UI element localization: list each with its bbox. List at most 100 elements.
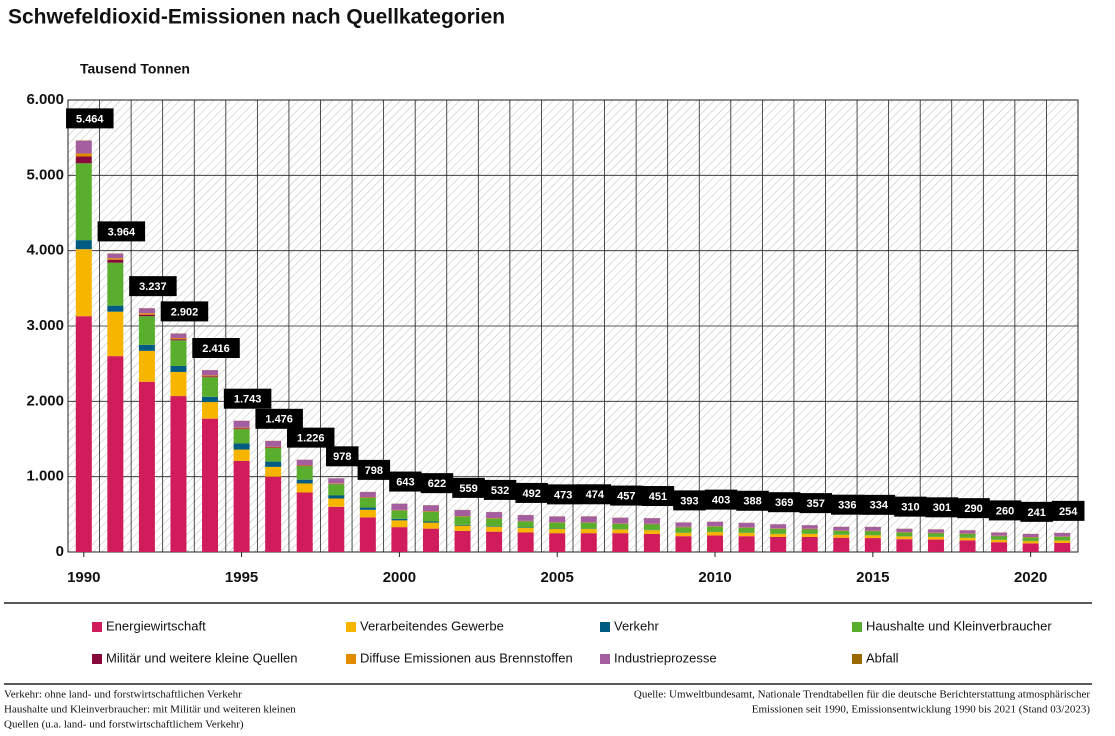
total-label-box bbox=[66, 108, 114, 129]
bar-segment bbox=[454, 510, 471, 516]
total-label: 473 bbox=[554, 489, 572, 501]
total-label: 301 bbox=[933, 502, 951, 514]
legend-label: Energiewirtschaft bbox=[106, 618, 206, 633]
bar-segment bbox=[675, 532, 692, 537]
bar-segment bbox=[486, 526, 503, 532]
total-label-box bbox=[988, 500, 1022, 521]
bar-segment bbox=[486, 531, 503, 552]
bar-segment bbox=[927, 529, 944, 533]
x-tick-label: 1990 bbox=[67, 569, 100, 586]
bar-segment bbox=[1054, 542, 1071, 552]
total-label: 451 bbox=[649, 491, 667, 503]
legend-label: Haushalte und Kleinverbraucher bbox=[866, 618, 1052, 633]
bar-segment bbox=[422, 521, 439, 523]
bar-segment bbox=[927, 533, 944, 537]
bar-segment bbox=[675, 527, 692, 533]
bar-segment bbox=[707, 521, 724, 527]
total-label: 357 bbox=[807, 498, 825, 510]
bar-segment bbox=[328, 498, 345, 507]
bar-segment bbox=[170, 339, 187, 341]
total-label-box bbox=[641, 486, 675, 507]
total-label-box bbox=[223, 388, 272, 409]
bar-segment bbox=[107, 311, 124, 357]
bar-segment bbox=[643, 533, 660, 552]
bar-segment bbox=[296, 479, 313, 484]
bar-segment bbox=[486, 512, 503, 519]
total-label: 532 bbox=[491, 485, 509, 497]
total-label-box bbox=[767, 492, 801, 513]
total-label: 2.902 bbox=[171, 306, 199, 318]
total-label-box bbox=[192, 337, 240, 358]
bar-segment bbox=[202, 375, 219, 377]
total-label: 260 bbox=[996, 505, 1014, 517]
legend-label: Militär und weitere kleine Quellen bbox=[106, 650, 297, 665]
bar-segment bbox=[233, 460, 250, 552]
bar-segment bbox=[75, 156, 92, 164]
bar-segment bbox=[233, 443, 250, 450]
total-label: 290 bbox=[964, 503, 982, 515]
x-tick-label: 2015 bbox=[856, 569, 889, 586]
bar-segment bbox=[422, 522, 439, 529]
bar-segment bbox=[738, 527, 755, 533]
bar-segment bbox=[138, 316, 155, 345]
legend-swatch bbox=[600, 654, 610, 664]
total-label: 474 bbox=[586, 489, 605, 501]
bar-segment bbox=[202, 418, 219, 552]
total-label-box bbox=[894, 496, 927, 517]
total-label-box bbox=[160, 301, 209, 322]
bar-segment bbox=[296, 465, 313, 466]
bar-segment bbox=[170, 396, 187, 552]
bar-segment bbox=[296, 459, 313, 466]
bar-segment bbox=[202, 376, 219, 378]
bar-segment bbox=[328, 478, 345, 484]
bar-segment bbox=[517, 521, 534, 528]
bar-segment bbox=[328, 484, 345, 496]
bar-segment bbox=[170, 340, 187, 366]
total-label: 254 bbox=[1059, 506, 1078, 518]
bar-segment bbox=[107, 258, 124, 260]
y-axis-label: Tausend Tonnen bbox=[80, 61, 190, 77]
bar-segment bbox=[833, 526, 850, 531]
bar-segment bbox=[675, 536, 692, 552]
bar-segment bbox=[770, 528, 787, 534]
bar-segment bbox=[707, 532, 724, 536]
total-label-box bbox=[420, 473, 454, 494]
bar-segment bbox=[359, 509, 376, 518]
bar-segment bbox=[549, 533, 566, 552]
bar-segment bbox=[422, 505, 439, 512]
bar-segment bbox=[265, 448, 282, 462]
bar-segment bbox=[138, 381, 155, 552]
bar-segment bbox=[170, 338, 187, 340]
total-label-box bbox=[1020, 501, 1053, 522]
bar-segment bbox=[422, 528, 439, 552]
bar-segment bbox=[675, 522, 692, 527]
bar-segment bbox=[75, 153, 92, 157]
bar-segment bbox=[170, 371, 187, 397]
bar-segment bbox=[927, 536, 944, 540]
bar-segment bbox=[612, 517, 629, 524]
bar-segment bbox=[1022, 541, 1039, 544]
footnote: Quellen (u.a. land- und forstwirtschaftl… bbox=[4, 719, 244, 731]
bar-segment bbox=[770, 524, 787, 529]
bar-segment bbox=[612, 523, 629, 530]
bar-segment bbox=[549, 522, 566, 529]
bar-segment bbox=[517, 515, 534, 521]
legend-swatch bbox=[852, 654, 862, 664]
bar-segment bbox=[549, 529, 566, 534]
bar-segment bbox=[833, 537, 850, 552]
total-label-box bbox=[1051, 500, 1085, 521]
bar-segment bbox=[296, 483, 313, 493]
source: Emissionen seit 1990, Emissionsentwicklu… bbox=[752, 704, 1091, 716]
total-label-box bbox=[97, 221, 146, 242]
total-label: 1.476 bbox=[265, 414, 293, 426]
total-label-box bbox=[286, 427, 335, 448]
total-label-box bbox=[736, 490, 769, 511]
bar-segment bbox=[170, 333, 187, 339]
total-label-box bbox=[799, 493, 832, 514]
bar-segment bbox=[517, 527, 534, 533]
bar-segment bbox=[864, 538, 881, 552]
bar-segment bbox=[359, 492, 376, 498]
x-tick-label: 2010 bbox=[698, 569, 731, 586]
total-label-box bbox=[452, 477, 485, 498]
